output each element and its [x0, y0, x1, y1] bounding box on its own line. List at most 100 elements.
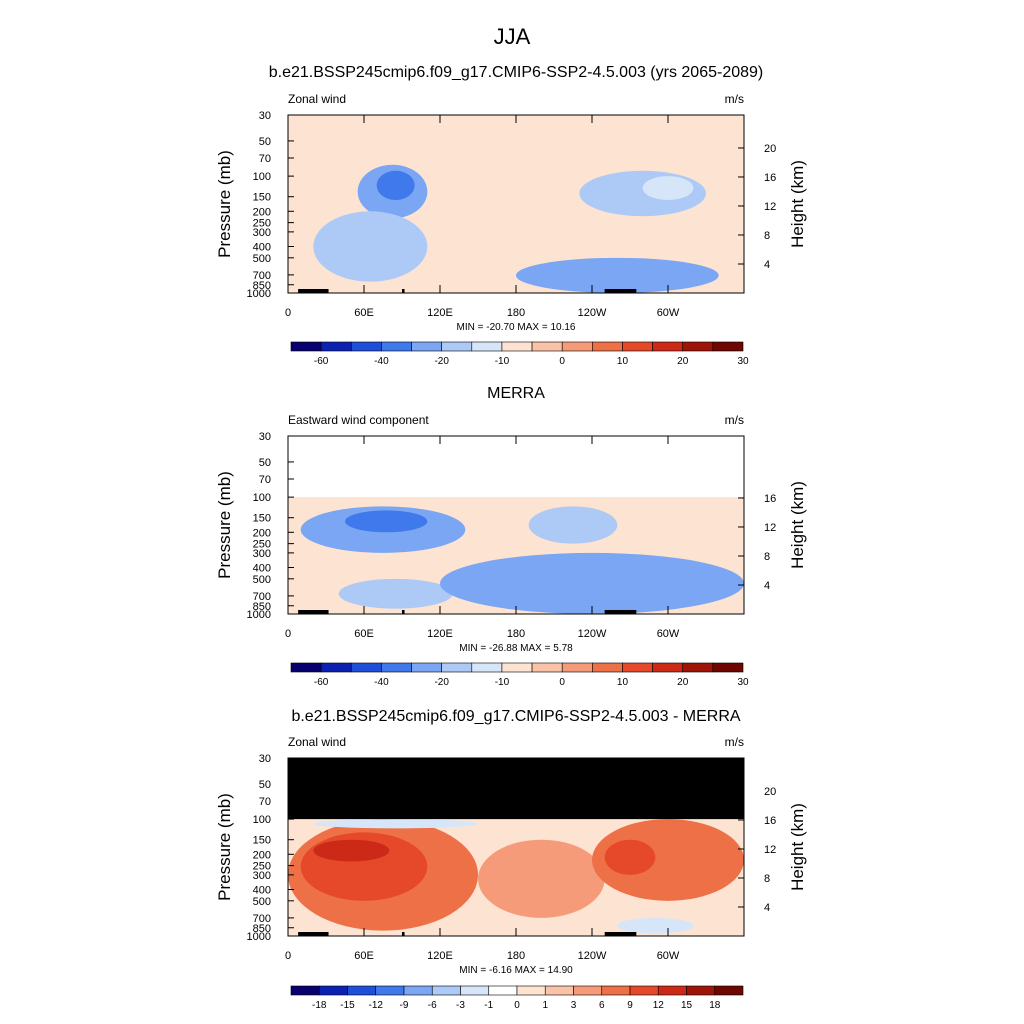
- y-tick-label: 50: [259, 779, 271, 791]
- height-tick-label: 12: [764, 201, 776, 213]
- colorbar-segment: [471, 341, 503, 352]
- colorbar-segment: [381, 341, 412, 352]
- colorbar-label: 18: [709, 1000, 721, 1011]
- y-tick-label: 50: [259, 457, 271, 469]
- y-tick-label: 100: [253, 492, 271, 504]
- contour-feature: [313, 839, 390, 862]
- colorbar-label: 10: [617, 356, 629, 367]
- height-tick-label: 20: [764, 143, 776, 155]
- y-tick-label: 150: [253, 192, 271, 204]
- colorbar-segment: [347, 985, 377, 996]
- colorbar-segment: [516, 985, 546, 996]
- colorbar-label: 6: [599, 1000, 605, 1011]
- terrain-mask: [298, 932, 318, 936]
- y-tick-label: 500: [253, 253, 271, 265]
- colorbar-segment: [320, 341, 352, 352]
- colorbar-label: -20: [434, 356, 449, 367]
- units-label: m/s: [725, 735, 744, 749]
- colorbar-segment: [441, 662, 473, 673]
- colorbar-segment: [318, 985, 348, 996]
- y-tick-label: 850: [253, 601, 271, 613]
- x-tick-label: 120E: [427, 950, 453, 962]
- y-tick-label: 30: [259, 753, 271, 765]
- colorbar-segment: [431, 985, 461, 996]
- x-tick-label: 0: [285, 628, 291, 640]
- terrain-mask: [298, 289, 318, 293]
- variable-label: Zonal wind: [288, 92, 346, 106]
- colorbar-segment: [622, 341, 653, 352]
- colorbar-segment: [561, 341, 593, 352]
- x-tick-label: 120W: [578, 950, 607, 962]
- height-tick-label: 8: [764, 230, 770, 242]
- y-tick-label: 200: [253, 206, 271, 218]
- x-tick-label: 60E: [354, 950, 374, 962]
- y-axis-label-right: Height (km): [788, 481, 807, 569]
- contour-feature: [313, 819, 478, 829]
- colorbar-label: -9: [400, 1000, 409, 1011]
- contour-feature: [528, 506, 618, 544]
- colorbar-segment: [573, 985, 603, 996]
- colorbar-segment: [290, 341, 322, 352]
- y-tick-label: 300: [253, 548, 271, 560]
- colorbar-segment: [290, 662, 322, 673]
- colorbar-segment: [411, 662, 442, 673]
- colorbar-segment: [320, 662, 352, 673]
- colorbar-segment: [652, 662, 684, 673]
- colorbar-label: -18: [312, 1000, 327, 1011]
- colorbar-label: -60: [314, 356, 329, 367]
- y-axis-label: Pressure (mb): [215, 150, 234, 258]
- terrain-mask: [298, 610, 318, 614]
- panel-title: b.e21.BSSP245cmip6.f09_g17.CMIP6-SSP2-4.…: [269, 64, 764, 81]
- x-tick-label: 60W: [657, 628, 680, 640]
- colorbar-segment: [403, 985, 433, 996]
- y-tick-label: 300: [253, 227, 271, 239]
- colorbar-label: 30: [737, 356, 749, 367]
- colorbar-segment: [682, 341, 714, 352]
- min-max-stats: MIN = -26.88 MAX = 5.78: [459, 643, 573, 654]
- colorbar-segment: [290, 985, 320, 996]
- height-tick-label: 4: [764, 259, 770, 271]
- colorbar-segment: [682, 662, 714, 673]
- y-tick-label: 700: [253, 270, 271, 282]
- colorbar-segment: [501, 662, 533, 673]
- colorbar-segment: [350, 341, 382, 352]
- contour-feature: [376, 170, 415, 200]
- colorbar-segment: [488, 985, 518, 996]
- terrain-mask: [402, 610, 405, 614]
- terrain-mask: [312, 610, 324, 614]
- variable-label: Eastward wind component: [288, 413, 429, 427]
- x-tick-label: 60E: [354, 628, 374, 640]
- colorbar-segment: [460, 985, 490, 996]
- colorbar-segment: [686, 985, 716, 996]
- colorbar-label: 30: [737, 677, 749, 688]
- units-label: m/s: [725, 92, 744, 106]
- contour-feature: [604, 839, 656, 875]
- colorbar-segment: [411, 341, 442, 352]
- height-tick-label: 4: [764, 902, 770, 914]
- terrain-mask: [322, 932, 329, 936]
- y-tick-label: 500: [253, 574, 271, 586]
- chart-panel-2: MERRA Eastward wind component m/s 0 60E 120E 1…: [215, 385, 807, 688]
- chart-panel-1: b.e21.BSSP245cmip6.f09_g17.CMIP6-SSP2-4.…: [215, 64, 807, 367]
- y-tick-label: 700: [253, 913, 271, 925]
- height-tick-label: 16: [764, 815, 776, 827]
- contour-feature: [642, 176, 694, 200]
- x-tick-label: 120W: [578, 307, 607, 319]
- y-tick-label: 200: [253, 527, 271, 539]
- y-tick-label: 300: [253, 870, 271, 882]
- contour-feature: [338, 578, 453, 609]
- y-axis-label-right: Height (km): [788, 160, 807, 248]
- y-tick-label: 200: [253, 849, 271, 861]
- terrain-mask: [322, 289, 329, 293]
- terrain-mask: [402, 932, 405, 936]
- y-tick-label: 400: [253, 562, 271, 574]
- panel-title: MERRA: [487, 385, 545, 402]
- colorbar: -60 -40 -20 -10 0 10 20 30: [290, 662, 749, 688]
- colorbar-segment: [592, 341, 623, 352]
- contour-feature: [516, 257, 719, 293]
- colorbar-segment: [375, 985, 405, 996]
- y-tick-label: 250: [253, 539, 271, 551]
- y-tick-label: 850: [253, 923, 271, 935]
- colorbar-segment: [544, 985, 574, 996]
